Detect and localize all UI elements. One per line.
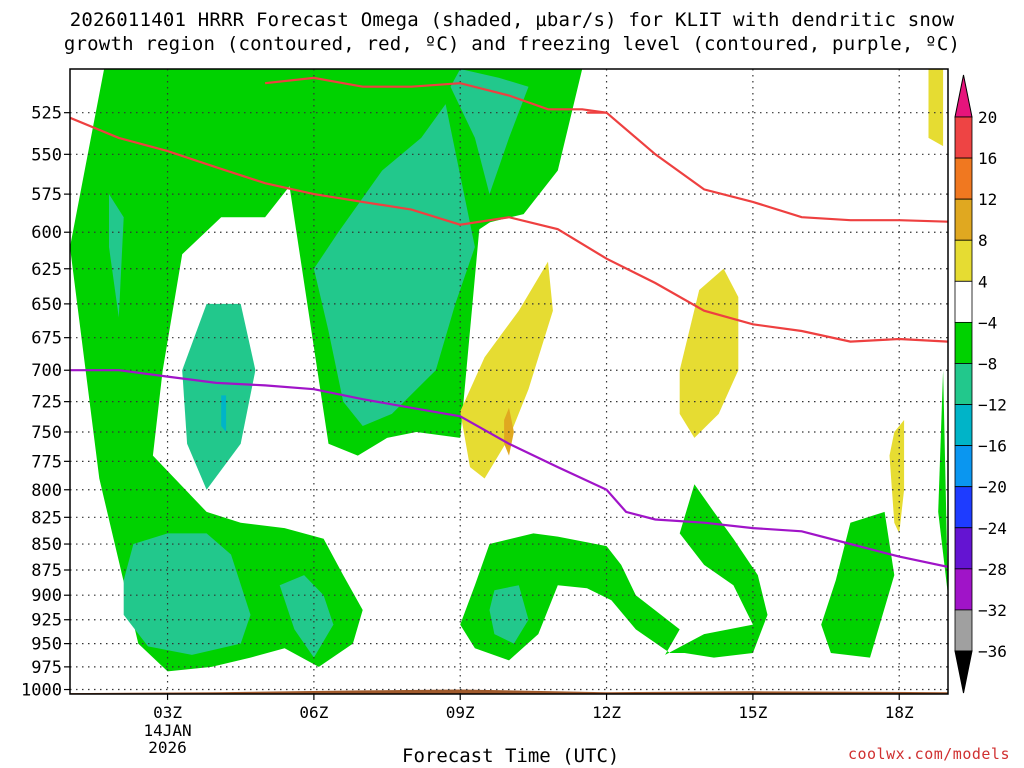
y-tick-label-575: 575 [31, 185, 62, 205]
x-axis-title: Forecast Time (UTC) [402, 745, 620, 767]
y-tick-label-600: 600 [31, 223, 62, 243]
credit-text: coolwx.com/models [847, 745, 1010, 763]
y-tick-label-875: 875 [31, 561, 62, 581]
grid [70, 69, 948, 694]
colorbar-bin-4 [954, 280, 973, 323]
omega-region-14 [679, 268, 739, 438]
omega-region-16 [928, 69, 944, 147]
plot-frame [69, 68, 949, 695]
omega-region-8 [450, 69, 529, 195]
freezing-level-line [70, 369, 948, 568]
colorbar-top-arrow [954, 74, 973, 118]
colorbar-bin-7 [954, 404, 973, 447]
x-tick-label-09Z: 09Z [446, 703, 475, 722]
x-date-label-1: 2026 [148, 738, 187, 757]
omega-region-12 [221, 395, 227, 432]
x-date-label-0: 14JAN [143, 721, 191, 740]
x-tick-label-15Z: 15Z [738, 703, 767, 722]
colorbar-bin-10 [954, 527, 973, 570]
colorbar-label-4: 4 [978, 272, 988, 291]
colorbar-bin-9 [954, 486, 973, 529]
colorbar-bin-1 [954, 157, 973, 200]
x-tick-label-06Z: 06Z [299, 703, 328, 722]
y-tick-label-750: 750 [31, 423, 62, 443]
y-tick-label-550: 550 [31, 145, 62, 165]
omega-region-7 [313, 104, 475, 426]
y-tick-label-825: 825 [31, 508, 62, 528]
y-tick-label-925: 925 [31, 611, 62, 631]
colorbar-bottom-arrow [954, 650, 973, 694]
dgz-contour-2 [587, 111, 948, 223]
chart-title-line2: growth region (contoured, red, ºC) and f… [63, 33, 961, 55]
colorbar-label-8: −16 [978, 437, 1007, 456]
colorbar-bin-8 [954, 445, 973, 488]
x-tick-label-12Z: 12Z [592, 703, 621, 722]
colorbar-label-10: −24 [978, 519, 1007, 538]
y-tick-label-650: 650 [31, 295, 62, 315]
colorbar-label-1: 16 [978, 149, 997, 168]
chart-title-line1: 2026011401 HRRR Forecast Omega (shaded, … [69, 9, 955, 31]
y-tick-label-900: 900 [31, 586, 62, 606]
surface-terrain [70, 689, 948, 694]
x-tick-label-18Z: 18Z [885, 703, 914, 722]
colorbar-bin-3 [954, 239, 973, 282]
colorbar-label-11: −28 [978, 560, 1007, 579]
plot-area [70, 69, 948, 694]
y-tick-label-775: 775 [31, 452, 62, 472]
y-tick-label-725: 725 [31, 393, 62, 413]
colorbar: 20 16 12 8 4 −4 −8 −12 −16 −20 −24 −28 −32 −36 [954, 74, 1007, 694]
colorbar-bin-5 [954, 321, 973, 364]
y-tick-label-625: 625 [31, 260, 62, 280]
omega-region-11 [489, 585, 529, 644]
y-tick-label-525: 525 [31, 104, 62, 124]
dgz-contour-0 [264, 76, 607, 114]
x-tick-label-03Z: 03Z [153, 703, 182, 722]
omega-region-13 [460, 261, 553, 479]
colorbar-label-7: −12 [978, 396, 1007, 415]
omega-region-9 [123, 533, 251, 655]
colorbar-label-3: 8 [978, 231, 988, 250]
omega-region-15 [889, 420, 905, 534]
colorbar-bin-11 [954, 568, 973, 611]
y-tick-label-1000: 1000 [21, 681, 62, 701]
omega-region-6 [182, 303, 256, 490]
y-tick-label-975: 975 [31, 658, 62, 678]
colorbar-label-6: −8 [978, 354, 997, 373]
colorbar-label-5: −4 [978, 313, 997, 332]
y-tick-label-700: 700 [31, 361, 62, 381]
colorbar-bin-0 [954, 116, 973, 159]
y-tick-label-950: 950 [31, 635, 62, 655]
omega-region-2 [460, 484, 768, 661]
colorbar-bin-12 [954, 609, 973, 652]
y-tick-label-850: 850 [31, 535, 62, 555]
colorbar-label-9: −20 [978, 478, 1007, 497]
y-tick-label-675: 675 [31, 329, 62, 349]
colorbar-label-12: −32 [978, 601, 1007, 620]
colorbar-label-0: 20 [978, 108, 997, 127]
omega-region-5 [109, 194, 124, 318]
colorbar-label-2: 12 [978, 190, 997, 209]
omega-region-4 [938, 370, 948, 596]
omega-region-3 [821, 511, 895, 658]
colorbar-bin-2 [954, 198, 973, 241]
colorbar-label-13: −36 [978, 642, 1007, 661]
colorbar-bin-6 [954, 363, 973, 405]
y-tick-label-800: 800 [31, 481, 62, 501]
dgz-contour-1 [70, 116, 948, 343]
